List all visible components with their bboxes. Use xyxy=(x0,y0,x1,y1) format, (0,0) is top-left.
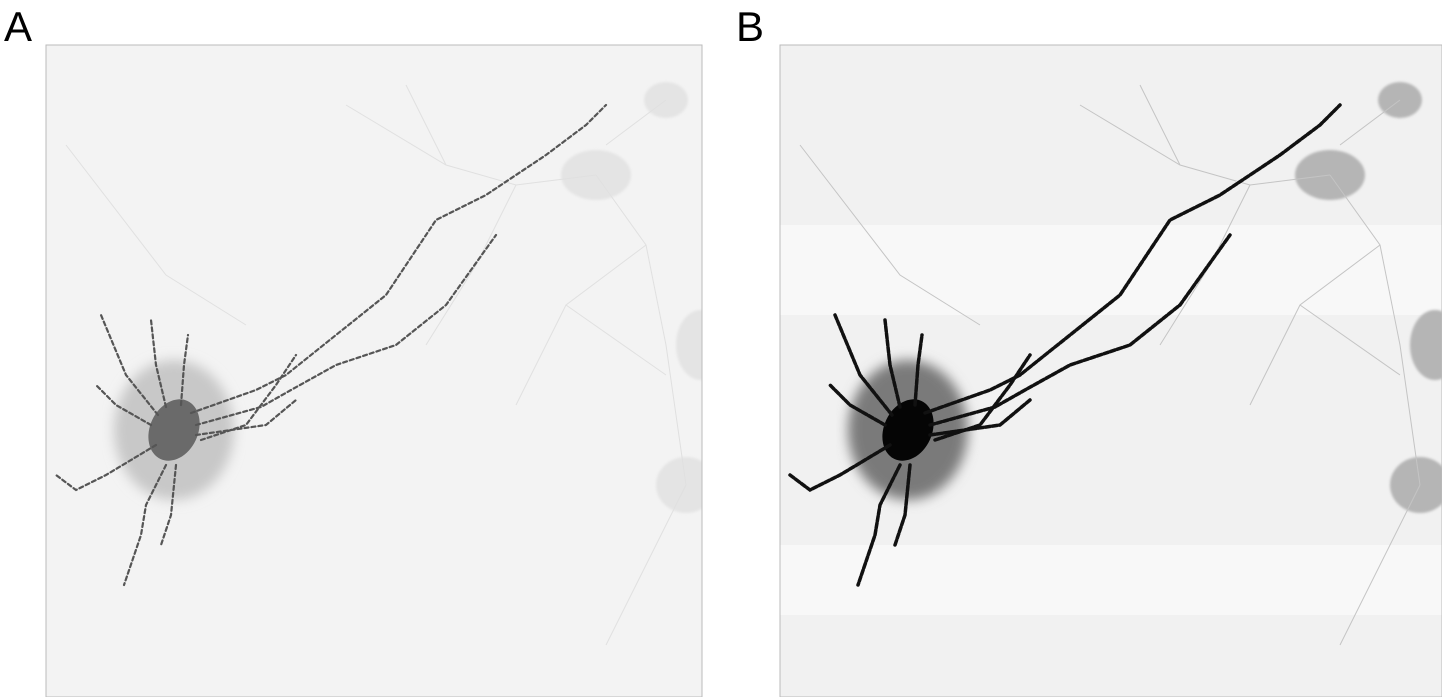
panel-label: B xyxy=(736,3,764,50)
panel-label: A xyxy=(4,3,32,50)
image-panel xyxy=(780,45,1442,697)
image-panel xyxy=(46,45,726,697)
figure: A B xyxy=(0,0,1442,697)
